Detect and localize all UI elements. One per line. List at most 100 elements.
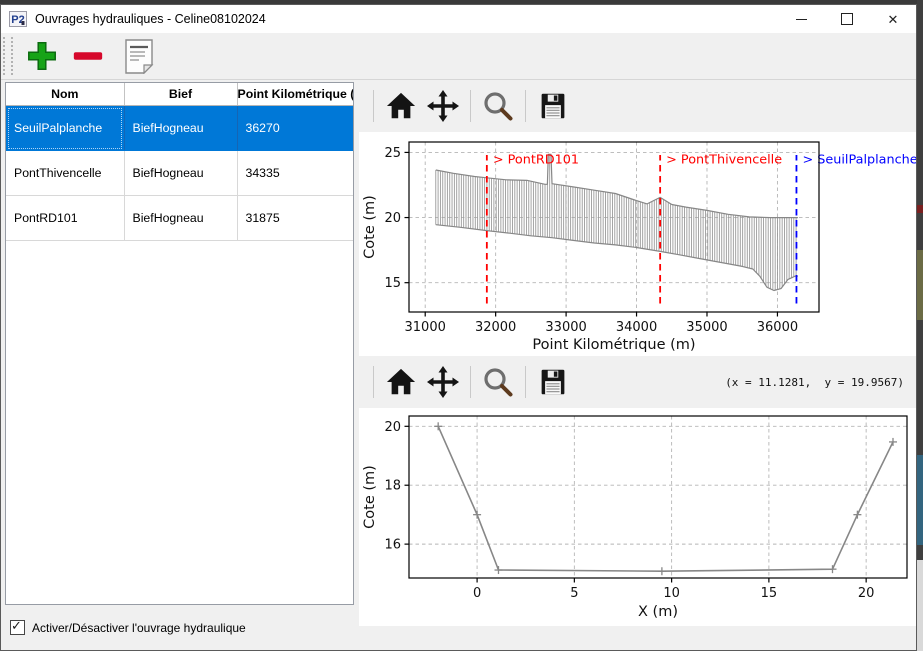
zoom-icon — [484, 368, 513, 397]
svg-text:35000: 35000 — [686, 320, 727, 335]
checkmark-icon: ✓ — [11, 618, 22, 633]
cell-pk[interactable]: 34335 — [237, 150, 353, 196]
footer-bar: ✓ Activer/Désactiver l'ouvrage hydrauliq… — [1, 605, 359, 650]
minimize-icon — [795, 18, 807, 20]
background-patch — [917, 205, 923, 213]
table-row[interactable]: SeuilPalplanche BiefHogneau 36270 — [6, 105, 353, 151]
main-toolbar — [1, 33, 916, 80]
save-figure-button[interactable] — [534, 86, 572, 126]
cell-bief[interactable]: BiefHogneau — [124, 150, 238, 196]
table-row[interactable]: PontRD101 BiefHogneau 31875 — [6, 195, 353, 241]
save-icon — [541, 93, 565, 119]
plus-icon — [28, 42, 56, 70]
maximize-button[interactable] — [824, 5, 870, 33]
window-controls: ✕ — [778, 5, 916, 33]
save-icon — [541, 369, 565, 395]
minus-icon — [73, 52, 103, 60]
svg-text:10: 10 — [663, 586, 680, 601]
close-icon: ✕ — [887, 11, 899, 27]
home-icon — [386, 368, 416, 395]
pan-button[interactable] — [424, 86, 462, 126]
svg-text:X (m): X (m) — [638, 604, 678, 620]
svg-text:15: 15 — [384, 276, 401, 291]
background-patch — [917, 250, 923, 320]
svg-text:Cote (m): Cote (m) — [362, 195, 378, 259]
cell-nom[interactable]: SeuilPalplanche — [6, 105, 125, 151]
background-patch — [917, 560, 923, 651]
svg-text:16: 16 — [384, 538, 401, 553]
activate-structure-label: Activer/Désactiver l'ouvrage hydraulique — [32, 620, 246, 635]
svg-text:32000: 32000 — [475, 320, 516, 335]
svg-text:20: 20 — [384, 420, 401, 435]
svg-text:33000: 33000 — [545, 320, 586, 335]
svg-text:Cote (m): Cote (m) — [362, 465, 378, 529]
notes-icon — [125, 39, 154, 74]
figure-margin — [359, 626, 916, 650]
home-view-button[interactable] — [382, 362, 420, 402]
edit-notes-button[interactable] — [119, 36, 159, 76]
svg-text:> PontThivencelle: > PontThivencelle — [666, 152, 782, 167]
cell-bief[interactable]: BiefHogneau — [124, 105, 238, 151]
plots-panel: > PontRD101 > PontThivencelle > SeuilPalpl… — [359, 80, 916, 650]
remove-structure-button[interactable] — [68, 36, 108, 76]
cursor-coordinates-readout: (x = 11.1281, y = 19.9567) — [725, 375, 904, 389]
app-window: P2 Ouvrages hydrauliques - Celine0810202… — [0, 4, 917, 651]
pan-icon — [427, 366, 459, 398]
close-button[interactable]: ✕ — [870, 5, 916, 33]
background-window-right-strip — [917, 0, 923, 651]
zoom-to-rect-button[interactable] — [479, 86, 517, 126]
pan-icon — [427, 90, 459, 122]
cell-nom[interactable]: PontRD101 — [6, 195, 125, 241]
app-icon: P2 — [9, 11, 27, 27]
app-icon-glyph: P2 — [11, 14, 24, 26]
maximize-icon — [841, 13, 853, 25]
toolbar-grip-handle[interactable] — [3, 37, 13, 75]
cross-section-plot-toolbar: (x = 11.1281, y = 19.9567) — [359, 356, 916, 408]
svg-text:31000: 31000 — [405, 320, 446, 335]
toolbar-separator — [373, 366, 374, 398]
svg-text:34000: 34000 — [616, 320, 657, 335]
column-header-0[interactable]: Nom — [6, 83, 125, 106]
svg-text:0: 0 — [473, 586, 481, 601]
background-window-top-strip — [0, 0, 923, 4]
column-header-2[interactable]: Point Kilométrique (m) — [237, 83, 353, 106]
toolbar-separator — [470, 366, 471, 398]
home-icon — [386, 92, 416, 119]
svg-text:> PontRD101: > PontRD101 — [493, 152, 579, 167]
profile-plot-toolbar — [359, 80, 916, 132]
zoom-to-rect-button[interactable] — [479, 362, 517, 402]
pan-button[interactable] — [424, 362, 462, 402]
cell-nom[interactable]: PontThivencelle — [6, 150, 125, 196]
svg-text:36000: 36000 — [757, 320, 798, 335]
svg-text:Point Kilométrique (m): Point Kilométrique (m) — [532, 337, 695, 353]
cell-pk[interactable]: 31875 — [237, 195, 353, 241]
title-bar: P2 Ouvrages hydrauliques - Celine0810202… — [1, 5, 916, 33]
toolbar-separator — [525, 366, 526, 398]
save-figure-button[interactable] — [534, 362, 572, 402]
toolbar-separator — [373, 90, 374, 122]
toolbar-separator — [470, 90, 471, 122]
cell-bief[interactable]: BiefHogneau — [124, 195, 238, 241]
svg-text:20: 20 — [384, 211, 401, 226]
longitudinal-profile-figure[interactable]: > PontRD101 > PontThivencelle > SeuilPalpl… — [359, 132, 916, 356]
svg-text:5: 5 — [570, 586, 578, 601]
background-patch — [917, 455, 923, 545]
svg-text:18: 18 — [384, 479, 401, 494]
svg-text:25: 25 — [384, 146, 401, 161]
svg-text:> SeuilPalplanche: > SeuilPalplanche — [802, 152, 916, 167]
activate-structure-checkbox[interactable]: ✓ — [10, 618, 25, 635]
cross-section-chart: 0 5 10 15 20 16 18 20 X (m) Cote (m) — [359, 408, 916, 626]
cross-section-figure[interactable]: 0 5 10 15 20 16 18 20 X (m) Cote (m) — [359, 408, 916, 626]
minimize-button[interactable] — [778, 5, 824, 33]
home-view-button[interactable] — [382, 86, 420, 126]
cell-pk[interactable]: 36270 — [237, 105, 353, 151]
table-row[interactable]: PontThivencelle BiefHogneau 34335 — [6, 150, 353, 196]
column-header-1[interactable]: Bief — [124, 83, 238, 106]
add-structure-button[interactable] — [22, 36, 62, 76]
window-title: Ouvrages hydrauliques - Celine08102024 — [35, 12, 266, 26]
